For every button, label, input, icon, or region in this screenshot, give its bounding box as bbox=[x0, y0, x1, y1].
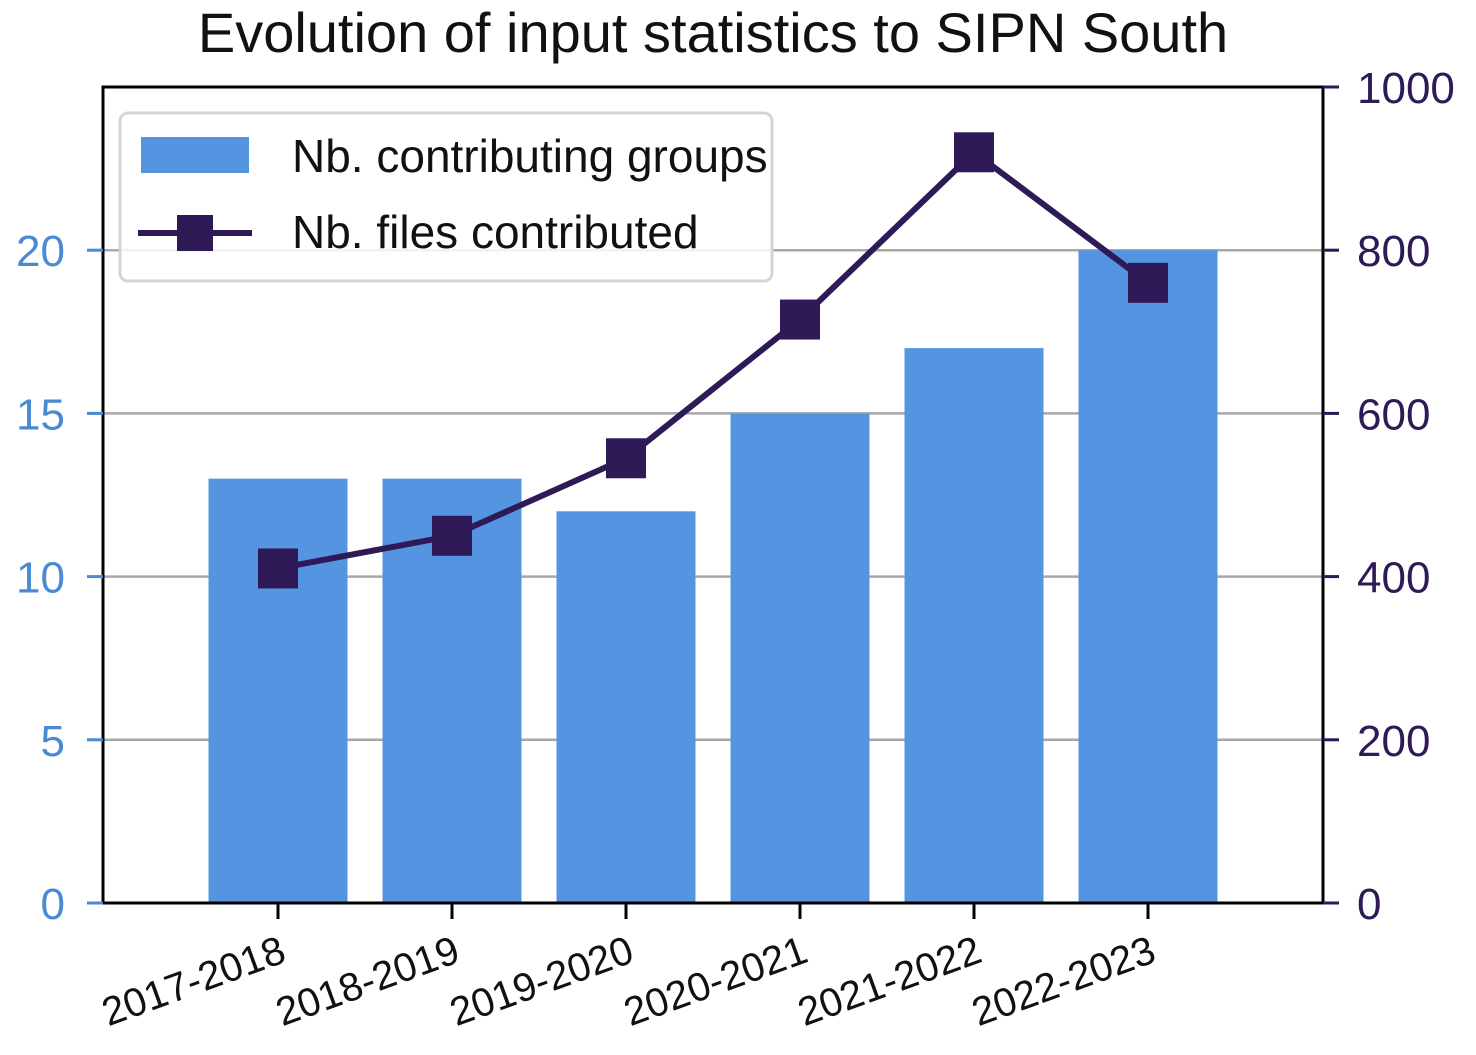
files-marker-2019-2020 bbox=[606, 438, 646, 479]
right-tick-label-0: 0 bbox=[1357, 880, 1381, 929]
legend: Nb. contributing groups Nb. files contri… bbox=[118, 111, 774, 283]
right-tick-label-400: 400 bbox=[1357, 554, 1430, 603]
left-tick-label-0: 0 bbox=[41, 880, 65, 929]
x-tick-label-2018-2019: 2018-2019 bbox=[270, 928, 465, 1035]
chart-title: Evolution of input statistics to SIPN So… bbox=[198, 1, 1228, 64]
bar-2022-2023 bbox=[1078, 250, 1218, 903]
files-marker-2020-2021 bbox=[780, 299, 820, 340]
left-tick-label-15: 15 bbox=[16, 390, 65, 439]
x-tick-label-2020-2021: 2020-2021 bbox=[618, 928, 813, 1035]
plot-frame bbox=[101, 85, 1325, 905]
files-marker-2018-2019 bbox=[432, 515, 472, 556]
line-layer bbox=[258, 132, 1168, 589]
right-tick-label-1000: 1000 bbox=[1357, 64, 1455, 113]
legend-bar-label: Nb. contributing groups bbox=[292, 130, 768, 182]
x-tick-label-2019-2020: 2019-2020 bbox=[444, 928, 639, 1035]
left-tick-label-20: 20 bbox=[16, 227, 65, 276]
bar-2019-2020 bbox=[556, 511, 696, 903]
bar-2017-2018 bbox=[208, 478, 348, 903]
bar-2021-2022 bbox=[904, 348, 1044, 903]
files-marker-2021-2022 bbox=[954, 132, 994, 173]
legend-box bbox=[118, 111, 774, 283]
right-tick-label-600: 600 bbox=[1357, 390, 1430, 439]
files-marker-2017-2018 bbox=[258, 548, 298, 589]
x-tick-label-2022-2023: 2022-2023 bbox=[966, 928, 1161, 1035]
files-line bbox=[277, 149, 1150, 572]
right-tick-label-800: 800 bbox=[1357, 227, 1430, 276]
left-tick-label-10: 10 bbox=[16, 554, 65, 603]
bar-2020-2021 bbox=[730, 413, 870, 903]
files-marker-2022-2023 bbox=[1128, 262, 1168, 303]
x-tick-label-2021-2022: 2021-2022 bbox=[792, 928, 987, 1035]
left-tick-label-5: 5 bbox=[41, 717, 65, 766]
legend-line-label: Nb. files contributed bbox=[292, 206, 699, 258]
right-tick-label-200: 200 bbox=[1357, 717, 1430, 766]
legend-bar-swatch bbox=[141, 137, 249, 173]
x-tick-label-2017-2018: 2017-2018 bbox=[96, 928, 291, 1035]
legend-marker-swatch bbox=[177, 215, 213, 251]
